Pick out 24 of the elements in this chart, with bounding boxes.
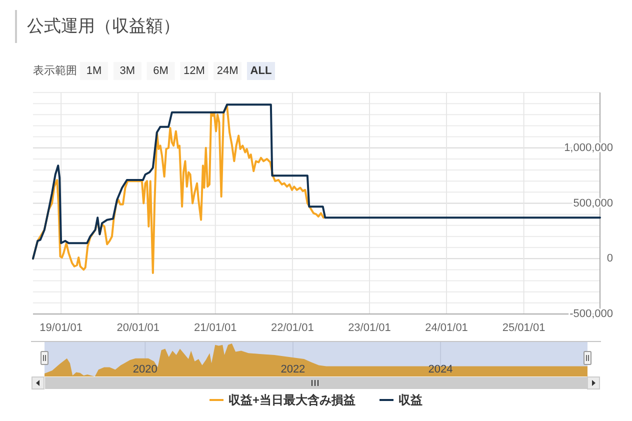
range-button[interactable]: 24M (214, 62, 242, 80)
range-button[interactable]: ALL (247, 62, 275, 80)
x-tick-label: 22/01/01 (271, 322, 314, 334)
legend-label: 収益+当日最大含み損益 (228, 393, 356, 407)
drag-handle-icon[interactable] (40, 351, 48, 365)
range-button[interactable]: 3M (113, 62, 142, 80)
range-button[interactable]: 6M (146, 62, 175, 80)
x-tick-label: 2024 (428, 364, 453, 376)
range-button[interactable]: 12M (180, 62, 208, 80)
y-tick-label: 0 (606, 252, 613, 265)
text: 表示範囲 (33, 64, 77, 77)
drag-handle-icon[interactable] (584, 351, 592, 365)
x-tick-label: 21/01/01 (194, 322, 237, 334)
legend-label: 収益 (398, 393, 423, 407)
x-tick-label: 20/01/01 (116, 322, 160, 334)
x-tick-label: 19/01/01 (40, 322, 82, 334)
x-tick-label: 2020 (132, 364, 158, 376)
chart-title: 公式運用（収益額） (27, 16, 180, 36)
x-tick-label: 25/01/01 (502, 322, 546, 334)
x-tick-label: 24/01/01 (425, 322, 468, 334)
x-tick-label: 23/01/01 (348, 322, 391, 334)
x-tick-label: 2022 (280, 364, 306, 376)
range-button[interactable]: 1M (80, 62, 108, 80)
scrollbar[interactable] (45, 377, 587, 389)
